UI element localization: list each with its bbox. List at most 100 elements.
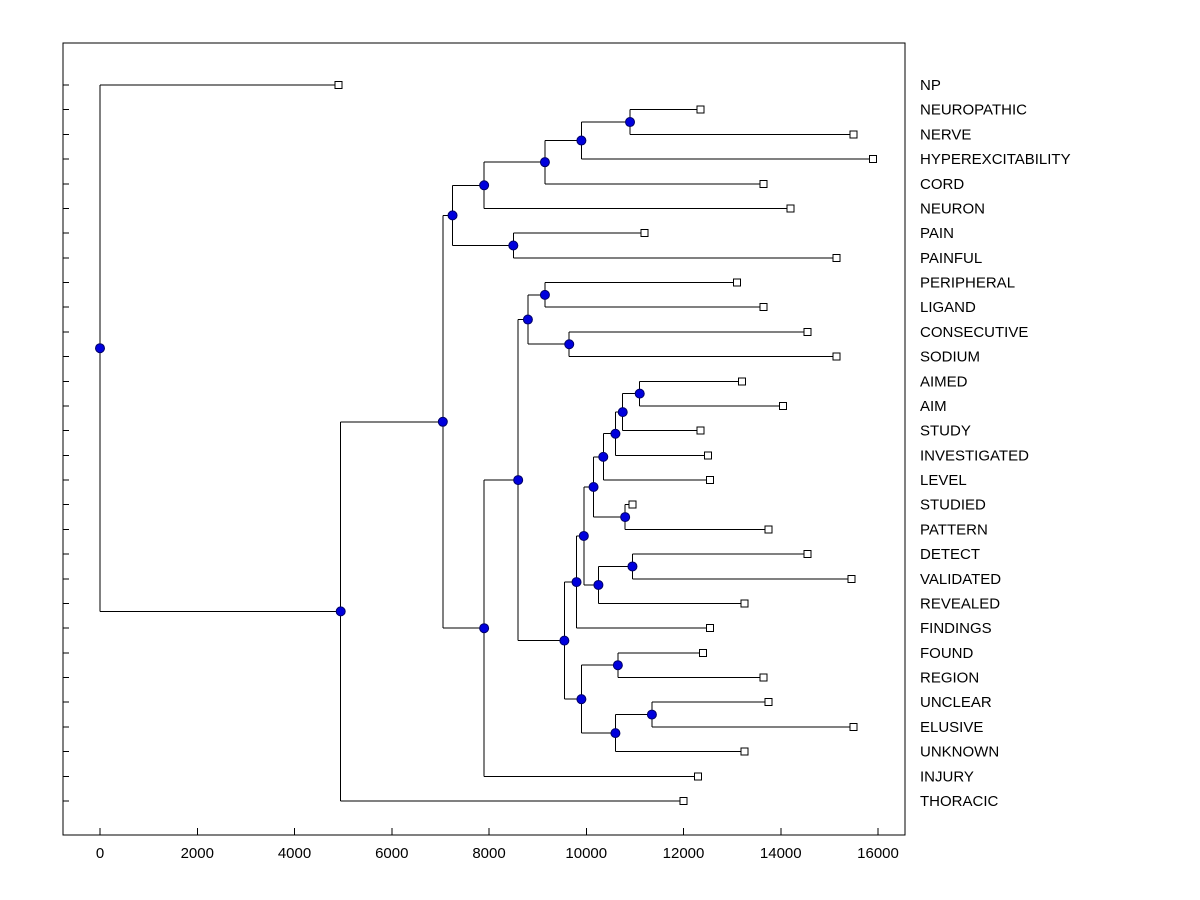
leaf-marker	[679, 797, 688, 805]
leaf-marker	[628, 500, 637, 509]
leaf-marker	[786, 204, 795, 213]
leaf-marker	[849, 130, 858, 139]
leaf-label: LIGAND	[920, 299, 976, 316]
leaf-label: FINDINGS	[920, 620, 992, 637]
leaf-marker	[803, 550, 812, 559]
leaf-marker	[847, 574, 856, 583]
leaf-label: INJURY	[920, 768, 974, 785]
leaf-marker	[779, 401, 788, 410]
branch-node-marker	[479, 623, 490, 634]
leaf-marker	[764, 698, 773, 707]
leaf-marker	[803, 327, 812, 336]
branch-node-marker	[508, 240, 519, 251]
branch-node-marker	[571, 577, 582, 588]
x-tick-label: 16000	[857, 845, 899, 862]
leaf-label: PATTERN	[920, 521, 988, 538]
x-tick-label: 4000	[278, 845, 311, 862]
leaf-label: ELUSIVE	[920, 719, 983, 736]
leaf-label: DETECT	[920, 546, 980, 563]
leaf-label: FOUND	[920, 645, 973, 662]
x-tick-label: 10000	[565, 845, 607, 862]
branch-node-marker	[588, 481, 599, 492]
leaf-marker	[703, 451, 712, 460]
leaf-marker	[696, 426, 705, 435]
branch-node-marker	[617, 407, 628, 418]
leaf-marker	[759, 303, 768, 312]
branch-node-marker	[437, 416, 448, 427]
branch-node-marker	[576, 135, 587, 146]
leaf-marker	[869, 155, 878, 164]
leaf-marker	[759, 673, 768, 682]
leaf-label: STUDY	[920, 423, 971, 440]
x-tick-label: 8000	[472, 845, 505, 862]
branch-node-marker	[559, 635, 570, 646]
leaf-marker	[696, 105, 705, 114]
leaf-marker	[640, 229, 649, 238]
leaf-label: NEURON	[920, 200, 985, 217]
plot-box	[62, 42, 906, 836]
branch-node-marker	[612, 660, 623, 671]
leaf-marker	[698, 648, 707, 657]
leaf-label: REGION	[920, 670, 979, 687]
leaf-label: UNCLEAR	[920, 694, 992, 711]
branch-node-marker	[620, 512, 631, 523]
leaf-marker	[832, 253, 841, 262]
leaf-label: INVESTIGATED	[920, 447, 1029, 464]
leaf-marker	[732, 278, 741, 287]
leaf-marker	[706, 624, 715, 633]
leaf-label: CONSECUTIVE	[920, 324, 1028, 341]
leaf-label: AIMED	[920, 373, 968, 390]
branch-node-marker	[539, 157, 550, 168]
branch-node-marker	[610, 428, 621, 439]
branch-node-marker	[447, 210, 458, 221]
leaf-marker	[694, 772, 703, 781]
leaf-label: LEVEL	[920, 472, 967, 489]
x-tick-label: 6000	[375, 845, 408, 862]
x-tick-label: 0	[96, 845, 104, 862]
leaf-marker	[849, 722, 858, 731]
leaf-marker	[832, 352, 841, 361]
branch-node-marker	[335, 606, 346, 617]
x-tick-label: 14000	[760, 845, 802, 862]
branch-node-marker	[513, 475, 524, 486]
leaf-marker	[764, 525, 773, 534]
leaf-marker	[706, 476, 715, 485]
branch-node-marker	[539, 289, 550, 300]
leaf-marker	[740, 599, 749, 608]
leaf-label: HYPEREXCITABILITY	[920, 151, 1071, 168]
leaf-label: NP	[920, 77, 941, 94]
branch-node-marker	[646, 709, 657, 720]
branch-node-marker	[479, 180, 490, 191]
leaf-marker	[737, 377, 746, 386]
leaf-label: AIM	[920, 398, 947, 415]
leaf-label: CORD	[920, 176, 964, 193]
leaf-label: STUDIED	[920, 497, 986, 514]
branch-node-marker	[578, 530, 589, 541]
leaf-label: THORACIC	[920, 793, 999, 810]
branch-node-marker	[598, 451, 609, 462]
leaf-label: PERIPHERAL	[920, 275, 1015, 292]
leaf-label: NEUROPATHIC	[920, 102, 1027, 119]
branch-node-marker	[522, 314, 533, 325]
branch-node-marker	[634, 388, 645, 399]
leaf-label: PAIN	[920, 225, 954, 242]
leaf-label: REVEALED	[920, 595, 1000, 612]
leaf-marker	[759, 179, 768, 188]
branch-node-marker	[627, 561, 638, 572]
branch-node-marker	[625, 117, 636, 128]
branch-node-marker	[564, 339, 575, 350]
leaf-label: UNKNOWN	[920, 744, 999, 761]
branch-node-marker	[593, 579, 604, 590]
x-tick-label: 2000	[181, 845, 214, 862]
leaf-marker	[334, 81, 343, 89]
leaf-label: VALIDATED	[920, 571, 1001, 588]
leaf-label: NERVE	[920, 126, 971, 143]
leaf-label: SODIUM	[920, 349, 980, 366]
leaf-marker	[740, 747, 749, 756]
branch-node-marker	[610, 728, 621, 739]
branch-node-marker	[95, 343, 105, 354]
leaf-label: PAINFUL	[920, 250, 982, 267]
x-tick-label: 12000	[663, 845, 705, 862]
